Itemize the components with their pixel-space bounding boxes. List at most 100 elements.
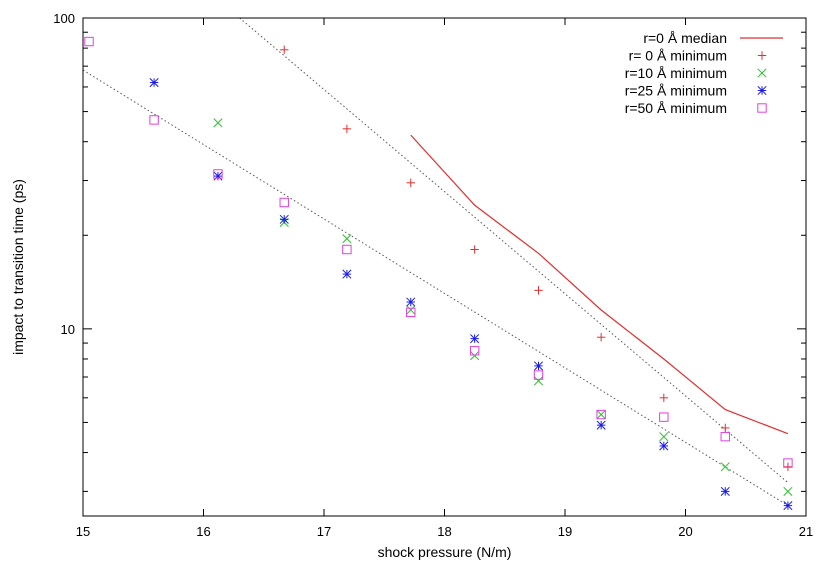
series-2-point-9 <box>783 486 793 496</box>
series-4-point-10-box <box>720 431 730 442</box>
series-2-point-8-stroke <box>720 462 730 472</box>
series-4-point-7 <box>533 370 544 380</box>
series-3-point-2 <box>279 214 289 224</box>
y-tick-label-0: 10 <box>61 322 75 337</box>
series-4-point-3 <box>279 197 289 208</box>
series-1-point-8 <box>783 462 793 471</box>
series-2-point-0-stroke <box>213 118 223 128</box>
x-tick-label-6: 21 <box>799 524 813 539</box>
series-3-point-3 <box>342 269 352 279</box>
x-tick-label-1: 16 <box>196 524 210 539</box>
y-tick-label-1: 100 <box>53 11 75 26</box>
series-4-point-10 <box>720 431 730 442</box>
series-2-point-6 <box>596 410 606 420</box>
series-3-point-9-stroke <box>720 486 730 496</box>
series-3-point-7-stroke <box>596 420 606 430</box>
legend-sample-2 <box>757 68 767 78</box>
series-3-point-3-stroke <box>342 269 352 279</box>
series-1-point-0 <box>280 45 289 55</box>
x-tick-label-2: 17 <box>317 524 331 539</box>
legend-sample-1 <box>757 51 767 60</box>
series-3-point-10-stroke <box>783 501 793 511</box>
y-axis-label: impact to transition time (ps) <box>10 179 26 355</box>
series-2-point-0 <box>213 118 223 128</box>
series-1-point-1 <box>342 124 352 134</box>
series-3-point-9 <box>720 486 730 496</box>
series-3-point-8 <box>659 441 669 451</box>
x-tick-label-5: 20 <box>678 524 692 539</box>
series-1-point-4 <box>534 286 543 295</box>
series-1-point-6 <box>659 393 669 403</box>
series-3-point-6-stroke <box>533 361 544 371</box>
series-4-point-8 <box>596 409 606 420</box>
series-3-point-5-stroke <box>470 334 480 344</box>
series-4-point-7-box <box>533 370 544 380</box>
series-2-point-7-stroke <box>659 432 669 442</box>
x-tick-label-3: 18 <box>437 524 451 539</box>
plot-area <box>83 18 793 511</box>
series-2-point-5 <box>533 376 544 386</box>
series-3-point-1-stroke <box>213 171 223 181</box>
series-4-point-6-box <box>469 346 480 356</box>
series-2-point-3-stroke <box>406 305 416 315</box>
series-2-point-6-stroke <box>596 410 606 420</box>
series-line-0 <box>410 134 789 435</box>
series-3-point-10 <box>783 501 793 511</box>
series-2-point-5-stroke <box>533 376 544 386</box>
series-1-point-3 <box>470 245 479 254</box>
series-3-point-2-stroke <box>279 214 289 224</box>
series-2-point-8 <box>720 462 730 472</box>
series-2-point-4 <box>470 351 480 361</box>
series-4-point-1 <box>149 115 159 125</box>
series-2-point-3 <box>406 305 416 315</box>
legend-label-4: r=50 Å minimum <box>625 100 727 116</box>
series-4-point-4-box <box>342 244 352 255</box>
series-4-point-4 <box>342 244 352 255</box>
x-axis-label: shock pressure (N/m) <box>378 544 512 560</box>
series-4-point-9 <box>659 412 669 422</box>
series-4-point-11 <box>783 458 793 468</box>
series-1-point-7 <box>721 423 730 433</box>
series-2-point-2 <box>342 234 352 244</box>
legend-sample-3-stroke <box>757 85 767 96</box>
series-4-point-0-box <box>84 36 94 47</box>
legend-label-0: r=0 Å median <box>643 30 727 46</box>
legend-sample-4 <box>757 103 767 113</box>
axis-ticks: 15 16 17 18 19 20 21 10 100 <box>53 11 813 539</box>
legend-sample-4-box <box>757 103 767 113</box>
series-2-point-7 <box>659 432 669 442</box>
x-tick-label-4: 19 <box>558 524 572 539</box>
legend-sample-3 <box>757 85 767 96</box>
legend-label-1: r= 0 Å minimum <box>629 48 727 64</box>
series-4-point-2 <box>213 169 223 179</box>
series-3-point-5 <box>470 334 480 344</box>
series-3-point-8-stroke <box>659 441 669 451</box>
series-1-point-5 <box>596 333 606 342</box>
series-2-point-4-stroke <box>470 351 480 361</box>
series-3-point-0-stroke <box>149 77 159 88</box>
series-3-point-0 <box>149 77 159 88</box>
series-4-point-3-box <box>279 197 289 208</box>
series-3-point-1 <box>213 171 223 181</box>
series-3-point-4 <box>406 297 416 307</box>
series-4-point-11-box <box>783 458 793 468</box>
series-4-point-5-box <box>406 307 416 318</box>
series-2-point-2-stroke <box>342 234 352 244</box>
legend-label-2: r=10 Å minimum <box>625 65 727 81</box>
series-3-point-4-stroke <box>406 297 416 307</box>
legend-sample-2-stroke <box>757 68 767 78</box>
legend-label-3: r=25 Å minimum <box>625 83 727 99</box>
series-2-point-9-stroke <box>783 486 793 496</box>
series-4-point-2-box <box>213 169 223 179</box>
series-1-point-2 <box>406 178 415 188</box>
series-4-point-6 <box>469 346 480 356</box>
series-4-point-1-box <box>149 115 159 125</box>
series-4-point-0 <box>84 36 94 47</box>
series-4-point-5 <box>406 307 416 318</box>
x-tick-label-0: 15 <box>76 524 90 539</box>
series-3-point-7 <box>596 420 606 430</box>
series-3-point-6 <box>533 361 544 371</box>
